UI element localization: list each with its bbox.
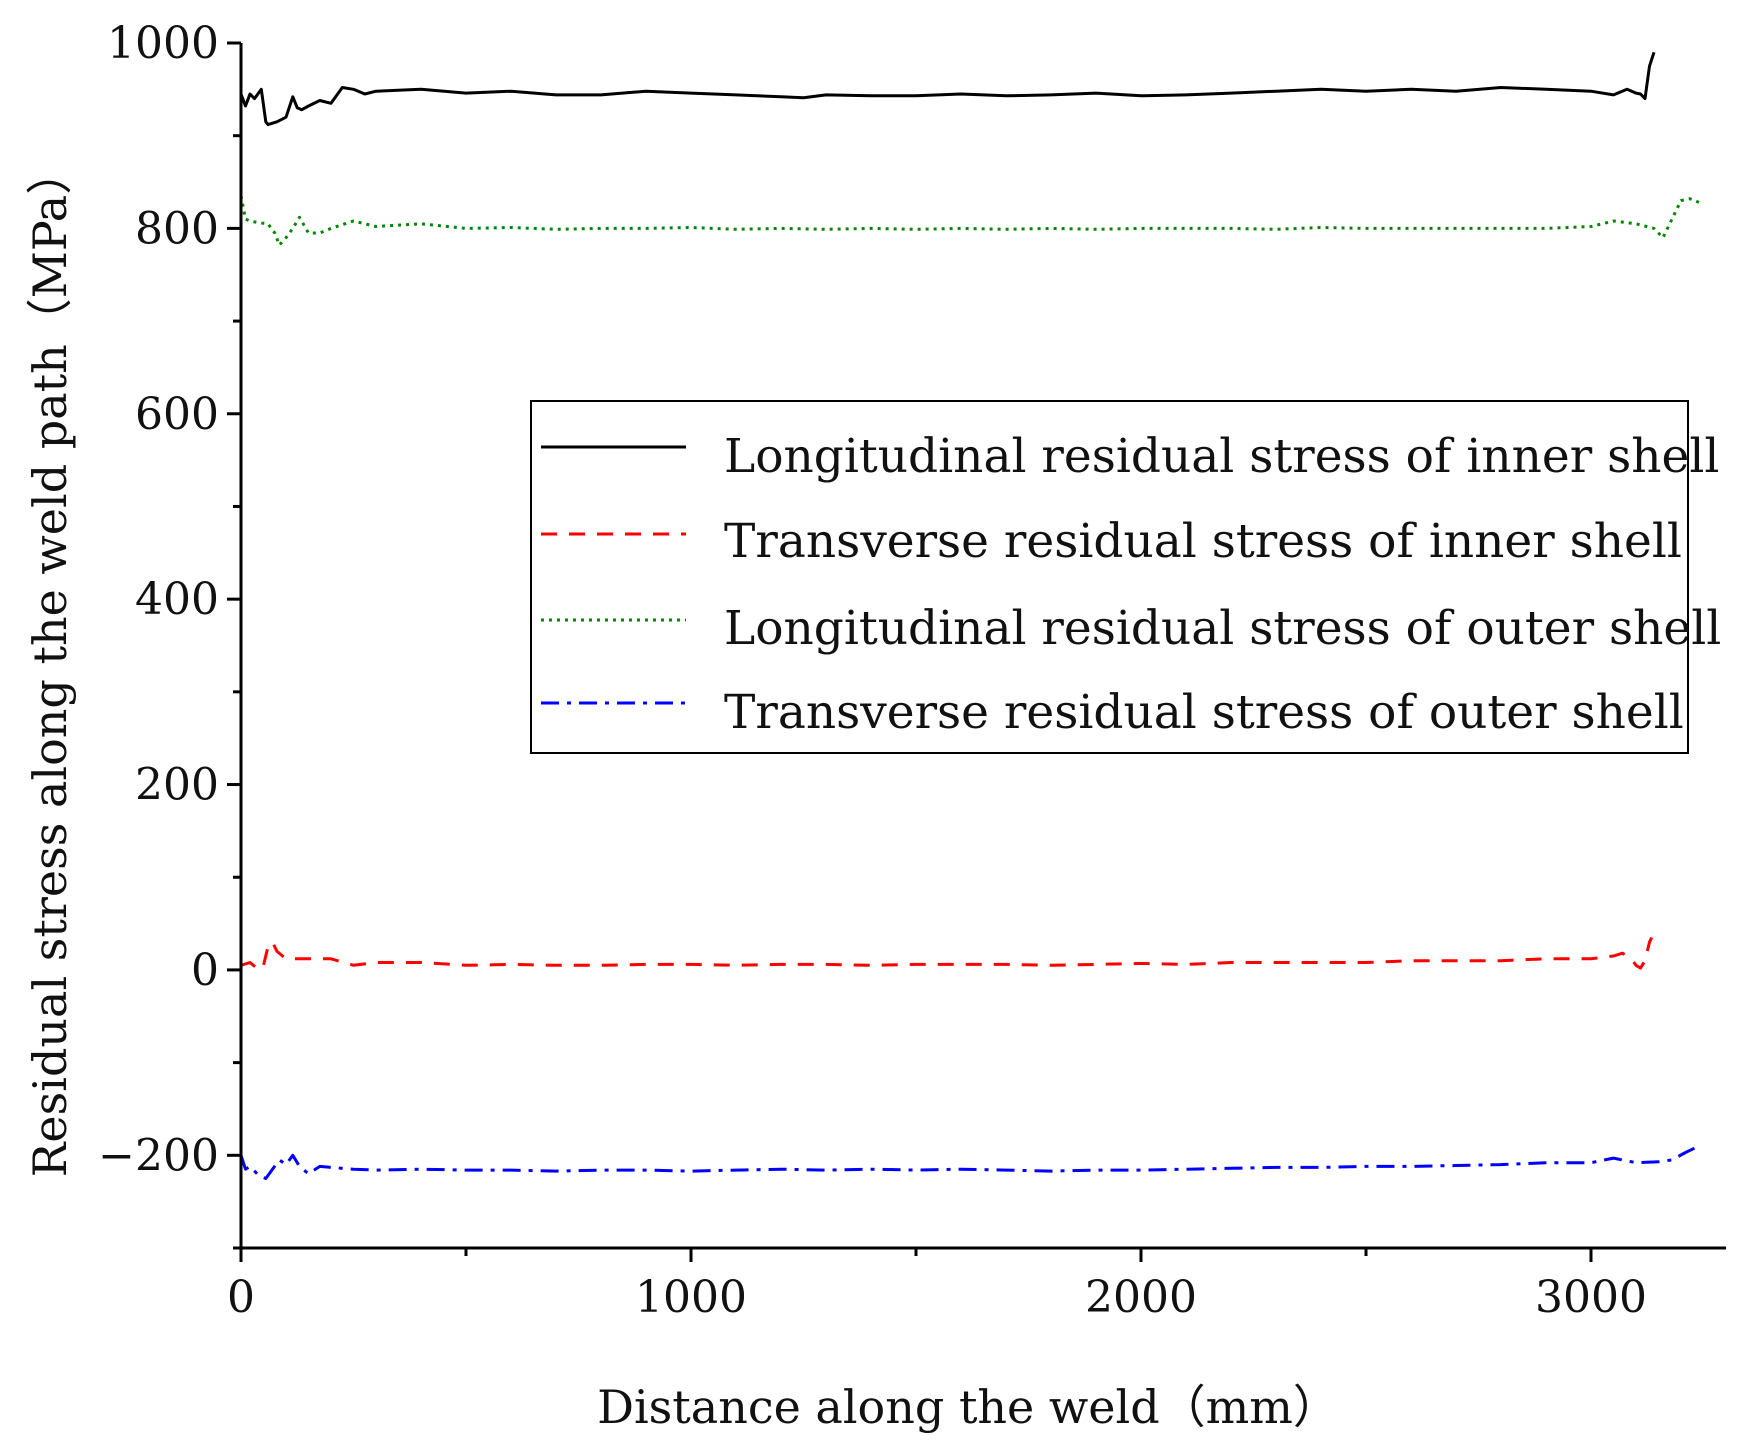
x-axis-title: Distance along the weld（mm） [597,1380,1339,1434]
legend-label-outer-longitudinal: Longitudinal residual stress of outer sh… [724,601,1721,656]
y-tick-label: 200 [135,760,219,811]
x-tick-label: 1000 [635,1272,747,1323]
legend-label-inner-longitudinal: Longitudinal residual stress of inner sh… [724,429,1719,484]
y-tick-label: −200 [98,1130,219,1181]
y-tick-label: 1000 [107,18,219,69]
legend-label-inner-transverse: Transverse residual stress of inner shel… [724,514,1682,569]
y-tick-label: 400 [135,574,219,625]
y-tick-label: 0 [191,945,219,996]
series-line-outer-transverse [239,1144,1700,1180]
series-line-outer-longitudinal [239,195,1700,247]
x-tick-label: 3000 [1535,1272,1647,1323]
legend-box [530,400,1689,754]
y-tick-label: 600 [135,389,219,440]
legend-item-outer-transverse: Transverse residual stress of outer shel… [541,685,1684,740]
axes-layer [239,43,1726,1250]
ticks-layer [227,41,1593,1262]
legend-item-inner-transverse: Transverse residual stress of inner shel… [541,514,1682,569]
legend: Longitudinal residual stress of inner sh… [530,400,1721,754]
legend-label-outer-transverse: Transverse residual stress of outer shel… [724,685,1684,740]
series-line-inner-transverse [240,936,1654,972]
tick-labels-layer: −200 0 200 400 600 800 1000 0 1000 2000 3000 [98,18,1647,1323]
legend-item-inner-longitudinal: Longitudinal residual stress of inner sh… [541,429,1719,484]
y-tick-label: 800 [135,203,219,254]
legend-item-outer-longitudinal: Longitudinal residual stress of outer sh… [541,601,1721,656]
y-axis-title: Residual stress along the weld path（MPa） [23,149,77,1177]
x-tick-label: 2000 [1085,1272,1197,1323]
series-layer [239,51,1700,1180]
x-tick-label: 0 [227,1272,255,1323]
series-line-inner-longitudinal [239,51,1656,127]
